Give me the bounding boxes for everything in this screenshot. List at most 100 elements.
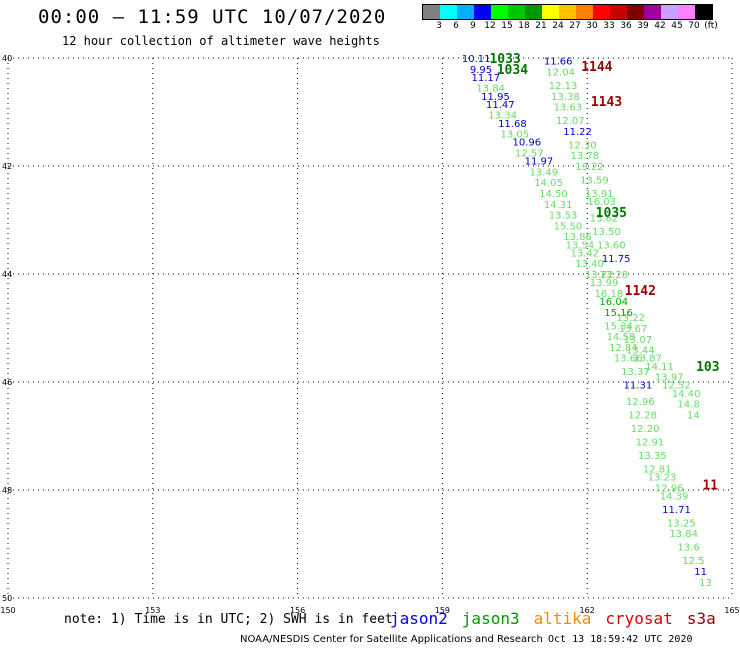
lon-label: 150 <box>0 606 15 615</box>
wave-height-value: 12.5 <box>682 556 704 567</box>
pressure-label: 103 <box>696 360 719 375</box>
wave-height-value: 11 <box>694 567 707 578</box>
pressure-label: 1144 <box>581 60 612 75</box>
wave-height-value: 13.6 <box>677 543 699 554</box>
wave-height-value: 12.07 <box>556 116 585 127</box>
legend-swatch <box>491 5 508 19</box>
lat-label: 48 <box>2 486 12 495</box>
legend-swatch <box>644 5 661 19</box>
legend-swatch <box>423 5 440 19</box>
legend-swatch <box>661 5 678 19</box>
legend-label: 15 <box>501 21 513 31</box>
lat-label: 46 <box>2 378 12 387</box>
wave-height-value: 12.13 <box>549 81 578 92</box>
wave-height-value: 13.66 <box>614 354 643 365</box>
wave-height-value: 10.11 <box>462 54 491 65</box>
satellite-name: jason2 <box>390 609 448 628</box>
wave-height-value: 12.81 <box>643 464 672 475</box>
lat-label: 44 <box>2 270 12 279</box>
wave-height-value: 14.58 <box>607 332 636 343</box>
legend-label: 70 <box>688 21 700 31</box>
wave-height-value: 11.22 <box>563 127 592 138</box>
page-subtitle: 12 hour collection of altimeter wave hei… <box>62 34 380 48</box>
legend-label: 9 <box>470 21 476 31</box>
wave-height-value: 12.91 <box>636 437 665 448</box>
wave-height-value: 13.59 <box>580 176 609 187</box>
wave-height-value: 11.95 <box>481 92 510 103</box>
generation-timestamp: Oct 13 18:59:42 UTC 2020 <box>548 634 693 645</box>
credit-line: NOAA/NESDIS Center for Satellite Applica… <box>240 634 543 645</box>
page-title: 00:00 – 11:59 UTC 10/07/2020 <box>38 6 387 28</box>
lon-label: 162 <box>580 606 595 615</box>
color-legend: 3 6 9 12 15 18 21 24 27 30 33 36 39 42 45 70 (ft) <box>422 4 718 32</box>
wave-height-value: 13.44 <box>626 346 655 357</box>
wave-height-value: 13.38 <box>551 92 580 103</box>
wave-height-value: 12.57 <box>515 149 544 160</box>
wave-height-value: 13.84 <box>669 529 698 540</box>
legend-swatch <box>576 5 593 19</box>
wave-height-value: 13.78 <box>570 151 599 162</box>
legend-swatch <box>508 5 525 19</box>
wave-height-value: 13.23 <box>648 473 677 484</box>
wave-height-observations: 10.119.9511.1713.8411.9511.4713.3411.681… <box>462 54 712 589</box>
pressure-label: 1034 <box>497 63 528 78</box>
satellite-name: cryosat <box>605 609 673 628</box>
wave-height-value: 14.40 <box>672 389 701 400</box>
wave-height-value: 14.11 <box>645 362 674 373</box>
wave-height-value: 11.17 <box>472 73 501 84</box>
legend-label: 39 <box>637 21 649 31</box>
wave-height-value: 13.72 <box>585 270 614 281</box>
wave-height-value: 13.37 <box>621 367 650 378</box>
lon-label: 156 <box>290 606 305 615</box>
legend-label: 42 <box>654 21 666 31</box>
legend-swatch <box>610 5 627 19</box>
wave-height-value: 13.07 <box>624 335 653 346</box>
lat-label: 42 <box>2 162 12 171</box>
wave-height-value: 15.16 <box>604 308 633 319</box>
pressure-label: 1035 <box>596 206 627 221</box>
wave-height-value: 13.54 <box>566 240 595 251</box>
wave-height-value: 11.97 <box>525 157 554 168</box>
wave-height-value: 13.62 <box>590 213 619 224</box>
wave-height-value: 12.30 <box>568 140 597 151</box>
wave-height-value: 13.63 <box>554 103 583 114</box>
wave-height-value: 11.68 <box>498 119 527 130</box>
legend-swatch <box>593 5 610 19</box>
wave-height-value: 13.87 <box>633 354 662 365</box>
legend-swatch <box>627 5 644 19</box>
wave-height-value: 15.34 <box>604 321 633 332</box>
legend-label: 18 <box>518 21 530 31</box>
legend-label: 36 <box>620 21 632 31</box>
legend-label: 21 <box>535 21 547 31</box>
legend-labels: 3 6 9 12 15 18 21 24 27 30 33 36 39 42 45 70 (ft) <box>422 20 718 32</box>
legend-swatch <box>695 5 712 19</box>
wave-height-value: 15.50 <box>554 221 583 232</box>
wave-height-value: 13.50 <box>592 227 621 238</box>
wave-height-value: 12.96 <box>655 483 684 494</box>
wave-height-value: 13.53 <box>549 211 578 222</box>
lon-label: 165 <box>724 606 739 615</box>
legend-swatch <box>525 5 542 19</box>
wave-height-value: 13 <box>699 578 712 589</box>
pressure-label: 11 <box>702 479 718 494</box>
wave-height-value: 14 <box>687 410 700 421</box>
wave-height-value: 13.49 <box>529 167 558 178</box>
wave-height-value: 9.95 <box>470 65 492 76</box>
map-grid <box>7 57 733 599</box>
wave-height-value: 13.22 <box>575 162 604 173</box>
wave-height-value: 16.03 <box>587 197 616 208</box>
wave-height-value: 13.42 <box>570 248 599 259</box>
lat-label: 50 <box>2 594 12 603</box>
pressure-label: 1033 <box>489 52 520 67</box>
satellite-legend: jason2 jason3 altika cryosat s3a <box>390 609 716 628</box>
legend-label: 27 <box>569 21 581 31</box>
wave-height-value: 12.04 <box>546 68 575 79</box>
wave-height-value: 13.35 <box>638 451 667 462</box>
wave-height-value: 16.04 <box>599 297 628 308</box>
lon-label: 159 <box>435 606 450 615</box>
wave-height-value: 13.99 <box>590 278 619 289</box>
wave-height-value: 13.34 <box>488 111 517 122</box>
lat-label: 40 <box>2 54 12 63</box>
wave-height-value: 11.66 <box>544 57 573 68</box>
